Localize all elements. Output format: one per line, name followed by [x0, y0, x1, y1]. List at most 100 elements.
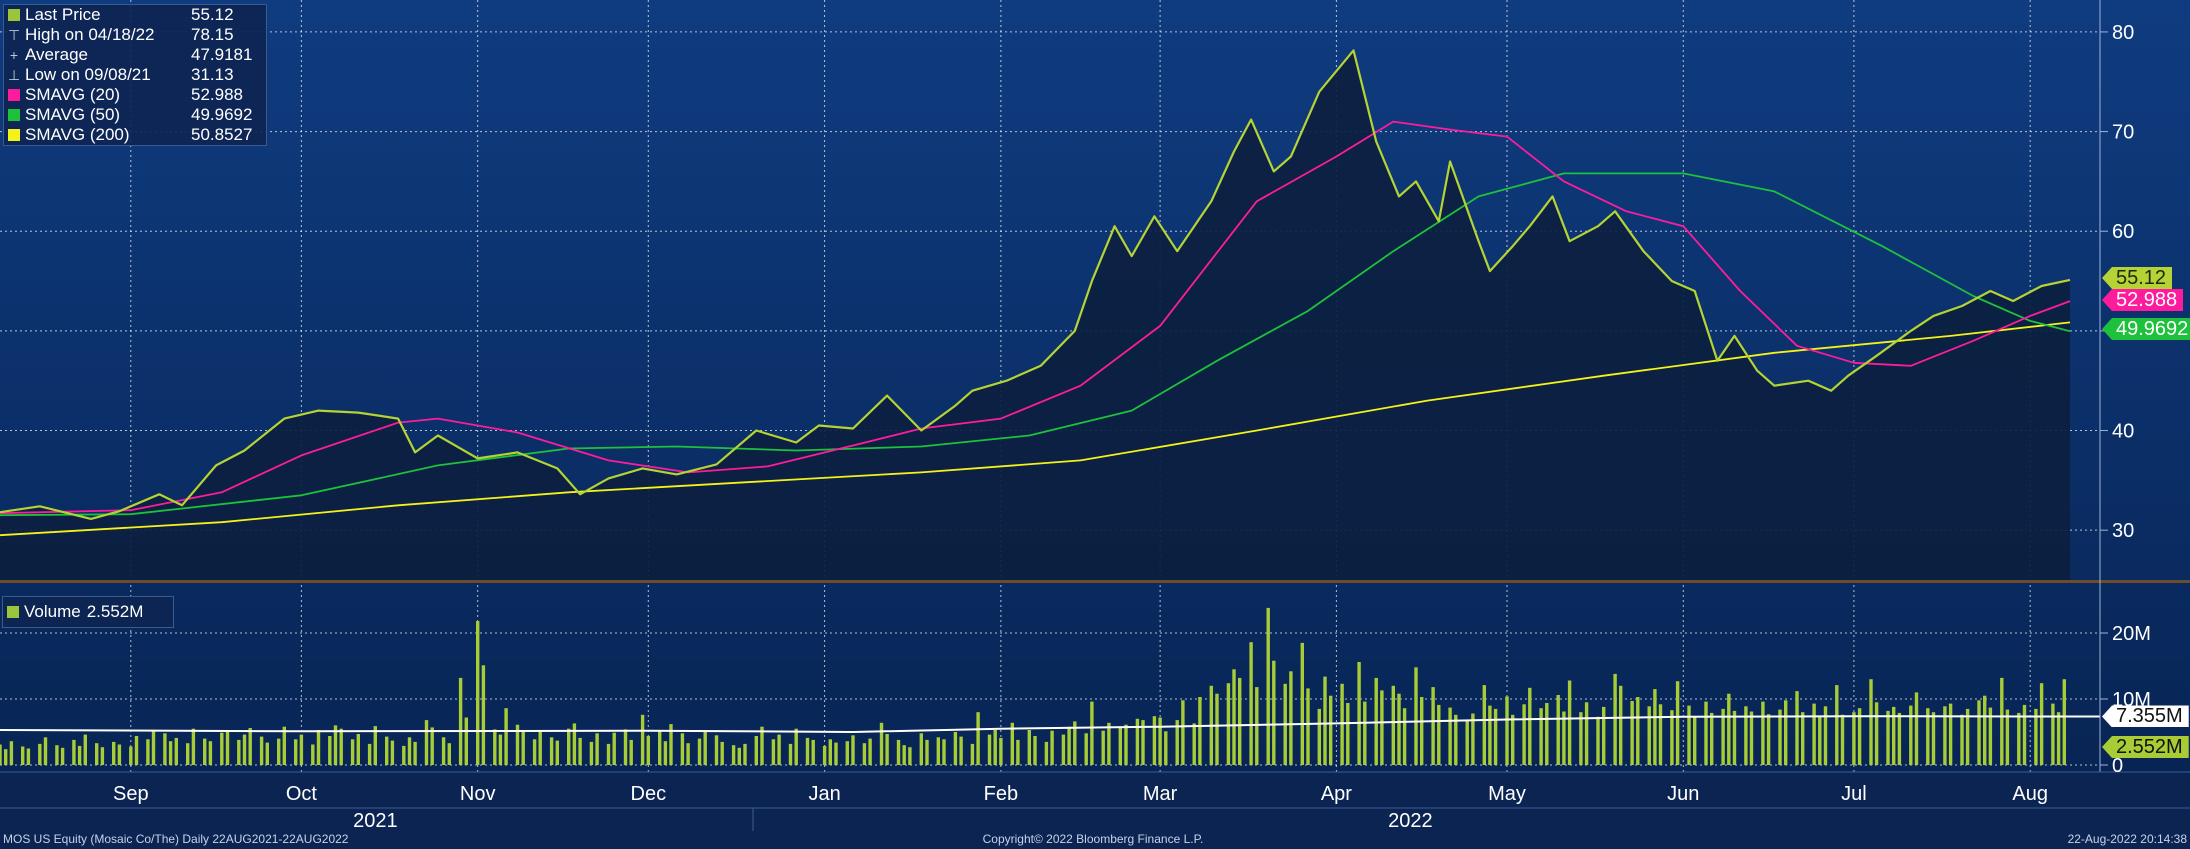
volume-bar — [1749, 711, 1754, 765]
volume-bar — [1061, 734, 1066, 765]
volume-bar — [1266, 607, 1270, 765]
volume-bar — [1630, 701, 1634, 765]
volume-bar — [1693, 716, 1697, 765]
volume-bar — [1528, 687, 1532, 765]
volume-bar — [1522, 704, 1526, 765]
volume-bar — [1965, 708, 1970, 765]
volume-bar — [885, 734, 889, 765]
volume-bar — [1988, 707, 1993, 765]
month-label: Jul — [1841, 783, 1867, 805]
volume-bar — [1471, 713, 1475, 765]
volume-bar — [925, 739, 929, 765]
series-line-sma50 — [0, 172, 2071, 517]
volume-bar — [1931, 712, 1936, 765]
volume-bar — [1107, 722, 1111, 765]
legend-glyph-icon: ⊤ — [8, 27, 21, 43]
volume-bar — [771, 739, 776, 765]
volume-bar — [606, 743, 611, 765]
volume-bar — [987, 734, 992, 765]
volume-bar — [95, 743, 99, 765]
volume-bar — [1744, 706, 1748, 765]
volume-bar — [43, 737, 48, 765]
volume-bar — [1675, 681, 1680, 765]
volume-bar — [146, 739, 150, 765]
volume-bar — [999, 737, 1003, 765]
legend-swatch — [8, 129, 20, 141]
volume-bar — [1420, 697, 1424, 765]
volume-bar — [1619, 685, 1623, 765]
last-value-label: 49.9692 — [2102, 318, 2190, 340]
legend-swatch — [8, 109, 20, 121]
volume-bar — [1704, 701, 1708, 765]
volume-bar — [1363, 701, 1367, 765]
price-tick-label: 40 — [2112, 421, 2134, 443]
legend-label: SMAVG (200) — [25, 125, 130, 144]
volume-bar — [538, 730, 542, 765]
volume-value-label: 2.552M — [2102, 736, 2189, 758]
volume-bar — [1215, 693, 1219, 765]
volume-bar — [282, 726, 286, 765]
volume-bar — [1226, 683, 1231, 765]
volume-bar — [953, 732, 958, 765]
month-label: Oct — [286, 783, 318, 805]
volume-bar — [1232, 669, 1236, 765]
volume-bar — [805, 737, 810, 765]
volume-bar — [55, 745, 59, 765]
volume-bar — [521, 732, 525, 765]
volume-bar — [1084, 733, 1088, 765]
volume-bar — [4, 749, 8, 765]
volume-bar — [1556, 695, 1560, 765]
volume-bar — [413, 741, 417, 765]
legend-swatch — [8, 9, 20, 21]
volume-bar — [1596, 716, 1600, 765]
volume-bar — [1511, 714, 1515, 765]
volume-bar — [1579, 712, 1583, 765]
price-tick-label: 80 — [2112, 22, 2134, 44]
price-lines — [0, 49, 2071, 537]
volume-bar — [83, 734, 87, 765]
volume-bar — [1886, 710, 1890, 765]
price-tick-label: 30 — [2112, 520, 2134, 542]
volume-bar — [589, 741, 594, 765]
volume-bar — [567, 728, 571, 765]
volume-bar — [868, 738, 872, 765]
volume-bar — [515, 724, 520, 765]
volume-bar — [328, 736, 332, 765]
volume-bar — [385, 736, 389, 765]
volume-bar — [1857, 708, 1862, 765]
legend-row: ⊥ Low on 09/08/21 31.13 — [4, 65, 266, 85]
volume-bar — [9, 741, 14, 765]
volume-bar — [1192, 723, 1196, 765]
volume-bar — [862, 743, 867, 765]
volume-bar — [794, 728, 798, 765]
volume-bar — [447, 743, 451, 765]
volume-bar — [1812, 703, 1816, 765]
footer-timestamp: 22-Aug-2022 20:14:38 — [2067, 832, 2187, 846]
volume-tick-label: 20M — [2112, 623, 2151, 645]
volume-bar — [1914, 692, 1919, 765]
volume-bar — [623, 729, 628, 765]
volume-bar — [754, 736, 758, 765]
volume-bar — [1289, 671, 1293, 765]
legend-value: 55.12 — [191, 5, 234, 24]
legend-label: Last Price — [25, 5, 101, 24]
volume-bar — [21, 746, 25, 765]
series-line-price — [0, 49, 2071, 520]
volume-bar — [390, 740, 395, 765]
volume-bar — [151, 730, 156, 765]
volume-bar — [2034, 708, 2038, 765]
volume-bar — [1249, 642, 1253, 765]
volume-bar — [959, 736, 963, 765]
volume-bar — [908, 747, 912, 765]
month-label: Sep — [113, 783, 149, 805]
volume-bar — [1852, 712, 1856, 765]
volume-bar — [1090, 701, 1094, 765]
volume-bar — [1329, 695, 1333, 765]
volume-bar — [777, 734, 781, 765]
price-tick-label: 60 — [2112, 221, 2134, 243]
volume-bar — [1010, 722, 1014, 765]
volume-bar — [663, 741, 668, 765]
volume-bar — [1766, 714, 1771, 765]
volume-bar — [1602, 706, 1606, 765]
